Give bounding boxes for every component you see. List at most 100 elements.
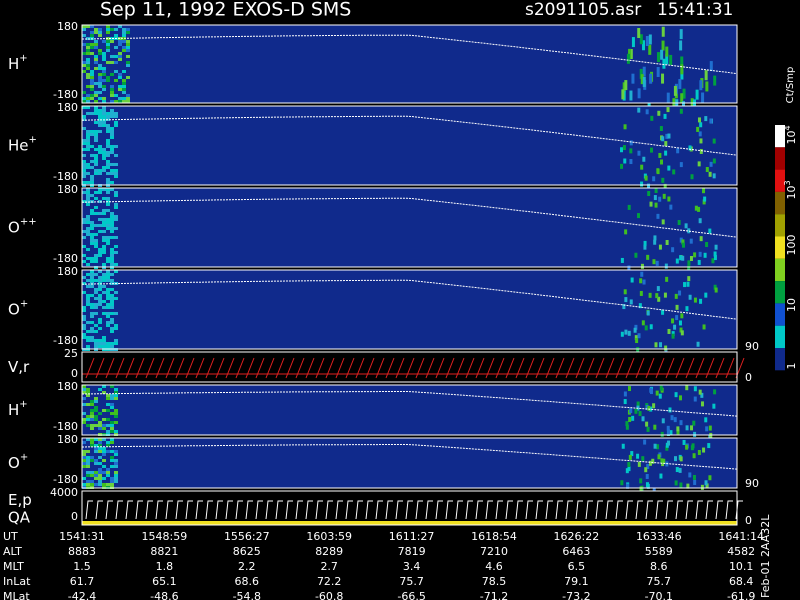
spectrogram-cell (86, 233, 90, 236)
spectrogram-cell (714, 287, 718, 293)
label-superscript: + (19, 53, 27, 64)
spectrogram-cell (640, 181, 644, 187)
spectrogram-cell (102, 52, 106, 55)
panel-label: QA (8, 509, 31, 527)
spectrogram-cell (86, 221, 90, 224)
spectrogram-cell (702, 199, 706, 205)
spectrogram-cell (90, 415, 94, 418)
spectrogram-cell (94, 139, 98, 142)
spectrogram-cell (106, 178, 110, 181)
panel-frame (81, 437, 738, 489)
spectrogram-cell (692, 474, 696, 480)
spectrogram-cell (82, 230, 86, 233)
spectrogram-cell (665, 133, 669, 139)
spectrogram-cell (623, 158, 627, 164)
spectrogram-cell (82, 333, 86, 336)
spectrogram-cell (699, 298, 703, 304)
spectrogram-cell (110, 227, 114, 230)
spectrogram-cell (668, 407, 672, 413)
spectrogram-cell (703, 252, 707, 258)
panel: V,r 25 0 0 (8, 347, 752, 384)
spectrogram-cell (642, 279, 646, 285)
spectrogram-cell (82, 142, 86, 145)
spectrogram-cell (82, 336, 86, 339)
spectrogram-cell (102, 97, 106, 100)
spectrogram-cell (94, 306, 98, 309)
spectrogram-cell (98, 124, 102, 127)
spectrogram-cell (110, 394, 114, 397)
spectrogram-cell (690, 445, 694, 451)
spectrogram-cell (82, 282, 86, 285)
spectrogram-cell (102, 306, 106, 309)
spectrogram-cell (106, 139, 110, 142)
spectrogram-cell (106, 43, 110, 46)
spectrogram-cell (90, 441, 94, 444)
spectrogram-cell (98, 456, 102, 459)
spectrogram-cell (656, 52, 660, 63)
spectrogram-cell (86, 321, 90, 324)
spectrogram-cell (86, 188, 90, 191)
spectrogram-cell (90, 339, 94, 342)
spectrogram-cell (94, 450, 98, 453)
spectrogram-cell (94, 474, 98, 477)
label-superscript: + (19, 399, 27, 410)
spectrogram-cell (102, 385, 106, 388)
spectrogram-cell (90, 315, 94, 318)
panel: E,pQA 4000 0 0 (8, 486, 752, 527)
spectrogram-cell (102, 121, 106, 124)
spectrogram-cell (102, 40, 106, 43)
spectrogram-cell (94, 55, 98, 58)
label-text: H (8, 55, 19, 73)
spectrogram-cell (106, 218, 110, 221)
spectrogram-cell (98, 427, 102, 430)
colorbar-segment (775, 281, 785, 304)
spectrogram-cell (122, 40, 126, 43)
spectrogram-cell (102, 124, 106, 127)
spectrogram-cell (90, 70, 94, 73)
spectrogram-cell (651, 458, 655, 464)
spectrogram-cell (110, 288, 114, 291)
spectrogram-cell (94, 330, 98, 333)
spectrogram-cell (713, 389, 717, 395)
spectrogram-cell (86, 191, 90, 194)
panel: He+180-180 (8, 101, 738, 189)
spectrogram-cell (90, 130, 94, 133)
spectrogram-cell (90, 336, 94, 339)
spectrogram-cell (90, 221, 94, 224)
spectrogram-cell (98, 31, 102, 34)
spectrogram-cell (114, 112, 118, 115)
spectrogram-cell (106, 160, 110, 163)
spectrogram-cell (653, 443, 657, 449)
panel-label: O++ (8, 217, 37, 237)
spectrogram-cell (705, 167, 709, 173)
spectrogram-cell (98, 297, 102, 300)
y-tick-label: 0 (71, 367, 78, 380)
spectrogram-cell (106, 315, 110, 318)
spectrogram-cell (102, 221, 106, 224)
spectrogram-cell (90, 409, 94, 412)
spectrogram-cell (637, 333, 641, 339)
spectrogram-cell (106, 483, 110, 486)
spectrogram-cell (641, 320, 645, 326)
spectrogram-cell (106, 468, 110, 471)
spectrogram-cell (82, 169, 86, 172)
spectrogram-cell (652, 487, 656, 493)
spectrogram-cell (110, 212, 114, 215)
spectrogram-cell (98, 474, 102, 477)
spectrogram-cell (82, 462, 86, 465)
spectrogram-cell (98, 172, 102, 175)
spectrogram-cell (648, 44, 652, 55)
spectrogram-cell (114, 124, 118, 127)
spectrogram-cell (90, 209, 94, 212)
spectrogram-cell (114, 471, 118, 474)
spectrogram-cell (94, 197, 98, 200)
spectrogram-cell (620, 331, 624, 337)
spectrogram-cell (90, 46, 94, 49)
spectrogram-cell (82, 456, 86, 459)
spectrogram-cell (106, 118, 110, 121)
spectrogram-cell (663, 183, 667, 189)
row-value: 7819 (398, 545, 426, 558)
spectrogram-cell (713, 284, 717, 290)
spectrogram-cell (698, 389, 702, 395)
spectrogram-cell (86, 194, 90, 197)
